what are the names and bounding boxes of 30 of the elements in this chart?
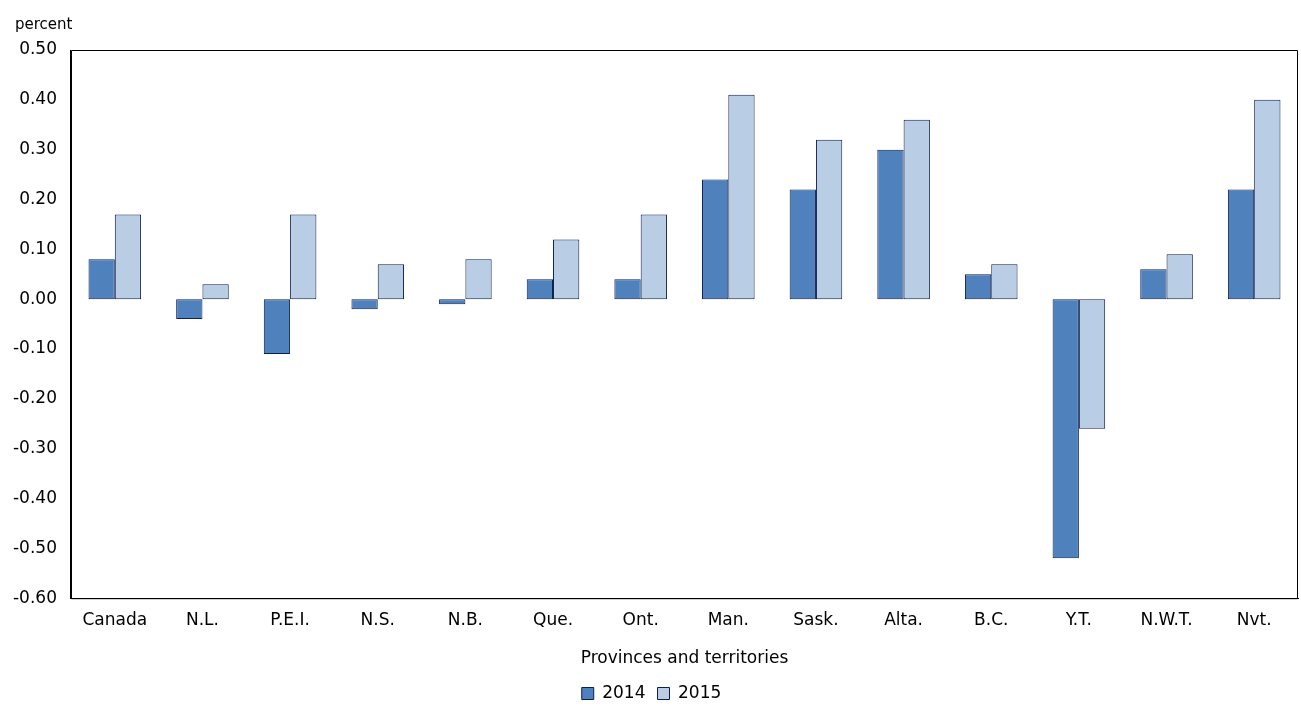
x-tick-label: N.B. [447, 608, 483, 629]
legend-label: 2015 [678, 681, 722, 702]
y-tick-label: 0.20 [19, 187, 57, 208]
y-tick-label: -0.40 [12, 486, 57, 507]
x-tick-label: Nvt. [1236, 608, 1272, 629]
x-tick-label: P.E.I. [270, 608, 310, 629]
x-tick-label: Man. [707, 608, 749, 629]
legend-label: 2014 [602, 681, 646, 702]
x-tick-label: Ont. [622, 608, 659, 629]
x-tick-label: B.C. [974, 608, 1009, 629]
y-tick-label: -0.50 [12, 536, 57, 557]
x-tick-label: Alta. [884, 608, 924, 629]
x-tick-label: Canada [82, 608, 148, 629]
x-tick-label: Y.T. [1064, 608, 1092, 629]
x-tick-label: N.S. [360, 608, 395, 629]
y-tick-label: 0.10 [19, 237, 57, 258]
y-tick-label: 0.40 [19, 88, 57, 109]
y-tick-label: -0.10 [12, 337, 57, 358]
y-tick-label: 0.30 [19, 138, 57, 159]
x-tick-label: N.L. [185, 608, 219, 629]
x-axis-title: Provinces and territories [580, 647, 789, 668]
y-axis-title: percent [15, 14, 73, 33]
y-tick-label: -0.60 [12, 586, 57, 607]
x-tick-label: Que. [533, 608, 574, 629]
x-tick-label: Sask. [793, 608, 839, 629]
y-tick-label: -0.30 [12, 437, 57, 458]
y-tick-label: -0.20 [12, 387, 57, 408]
y-tick-label: 0.50 [19, 38, 57, 59]
x-tick-label: N.W.T. [1140, 608, 1193, 629]
y-tick-label: 0.00 [19, 287, 57, 308]
